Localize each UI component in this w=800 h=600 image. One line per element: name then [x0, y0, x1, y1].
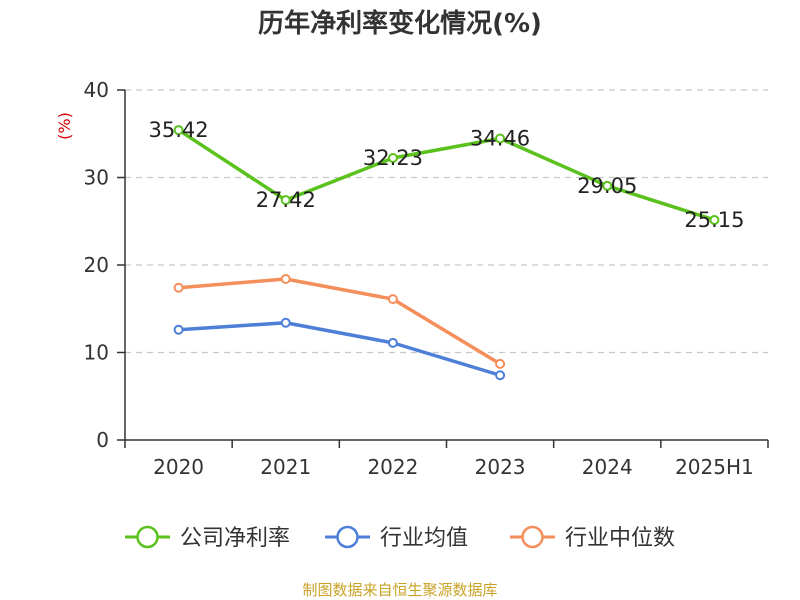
series-0	[173, 125, 720, 225]
x-tick-label-2023: 2023	[475, 455, 526, 479]
legend-label-2: 行业中位数	[565, 526, 675, 551]
data-label-2021: 27.42	[256, 188, 316, 212]
y-axis-label: (%)	[55, 112, 74, 140]
x-tick-label-2021: 2021	[260, 455, 311, 479]
series-line-2	[178, 277, 501, 366]
legend-item-0: 公司净利率	[125, 525, 290, 551]
grid-lines	[125, 89, 768, 354]
data-point-2-2	[387, 294, 398, 305]
y-tick-label-10: 10	[84, 341, 109, 365]
legend-item-1: 行业均值	[325, 525, 468, 551]
data-point-1-3	[495, 370, 506, 381]
x-tick-label-2024: 2024	[582, 455, 633, 479]
chart-title: 历年净利率变化情况(%)	[258, 8, 542, 39]
y-tick-label-30: 30	[84, 166, 109, 190]
data-label-2020: 35.42	[149, 118, 209, 142]
legend: 公司净利率 行业均值 行业中位数	[125, 525, 675, 551]
series-lines	[173, 125, 720, 381]
x-tick-label-2022: 2022	[367, 455, 418, 479]
series-1	[173, 317, 506, 381]
data-label-2024: 29.05	[577, 174, 637, 198]
x-tick-label-2020: 2020	[153, 455, 204, 479]
data-point-2-0	[173, 282, 184, 293]
x-tick-label-2025H1: 2025H1	[675, 455, 754, 479]
y-tick-label-0: 0	[96, 428, 109, 452]
series-2	[173, 274, 506, 369]
series-line-0	[177, 128, 715, 222]
data-point-0-2	[387, 152, 398, 163]
data-point-2-1	[280, 274, 291, 284]
data-point-1-2	[387, 337, 398, 348]
data-point-2-3	[495, 358, 506, 369]
data-point-0-3	[495, 133, 506, 144]
data-label-2022: 32.23	[363, 146, 423, 170]
data-label-2023: 34.46	[470, 126, 530, 150]
legend-item-2: 行业中位数	[510, 525, 675, 551]
data-point-0-0	[173, 125, 184, 136]
data-label-2025H1: 25.15	[684, 208, 744, 232]
data-point-1-1	[280, 317, 291, 328]
y-tick-label-40: 40	[84, 78, 109, 102]
data-point-1-0	[173, 324, 184, 335]
legend-label-1: 行业均值	[380, 526, 468, 551]
y-tick-label-20: 20	[84, 253, 109, 277]
data-point-0-4	[602, 180, 613, 191]
legend-marker-2	[521, 525, 544, 549]
legend-label-0: 公司净利率	[180, 526, 290, 551]
data-point-0-5	[709, 214, 720, 225]
axes: 0 10 20 30 40 2020 2021 2022 2023 2024 2025H1	[84, 78, 769, 479]
data-labels: 35.42 27.42 32.23 34.46 29.05 25.15	[149, 118, 745, 232]
source-note: 制图数据来自恒生聚源数据库	[302, 581, 497, 599]
series-line-1	[178, 321, 501, 377]
data-point-0-1	[280, 195, 291, 206]
legend-marker-1	[336, 525, 359, 549]
legend-marker-0	[136, 525, 159, 549]
